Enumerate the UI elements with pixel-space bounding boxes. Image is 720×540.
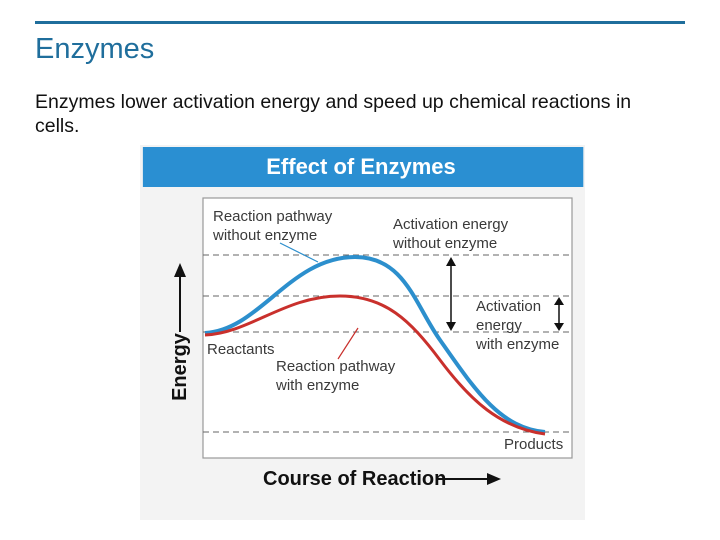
label-pathway-with-1: Reaction pathway <box>276 358 396 375</box>
activation-without-arrowheads <box>446 257 456 331</box>
course-axis-label: Course of Reaction <box>263 468 446 490</box>
slide-title: Enzymes <box>35 33 155 65</box>
energy-axis-label: Energy <box>169 332 191 401</box>
label-pathway-with-2: with enzyme <box>275 377 359 394</box>
label-pathway-without-2: without enzyme <box>212 227 317 244</box>
course-axis-arrowhead <box>487 473 501 485</box>
figure-header <box>142 147 584 187</box>
energy-axis-arrowhead <box>174 263 186 277</box>
label-activation-without-1: Activation energy <box>393 216 509 233</box>
leader-without <box>279 242 319 263</box>
label-reactants: Reactants <box>207 341 275 358</box>
enzyme-diagram: Effect of Enzymes Reaction pathway witho… <box>140 145 585 520</box>
label-pathway-without-1: Reaction pathway <box>213 208 333 225</box>
label-products: Products <box>504 436 563 453</box>
label-activation-with-3: with enzyme <box>475 336 559 353</box>
activation-with-arrowheads <box>554 297 564 331</box>
curve-with-enzyme <box>204 294 546 436</box>
title-rule <box>35 21 685 24</box>
label-activation-with-1: Activation <box>476 298 541 315</box>
slide-body-text: Enzymes lower activation energy and spee… <box>35 91 632 137</box>
label-activation-without-2: without enzyme <box>392 235 497 252</box>
leader-with <box>337 327 359 360</box>
plot-area <box>202 197 573 459</box>
figure-title: Effect of Enzymes <box>266 154 456 179</box>
label-activation-with-2: energy <box>476 317 522 334</box>
curve-without-enzyme <box>204 254 546 434</box>
